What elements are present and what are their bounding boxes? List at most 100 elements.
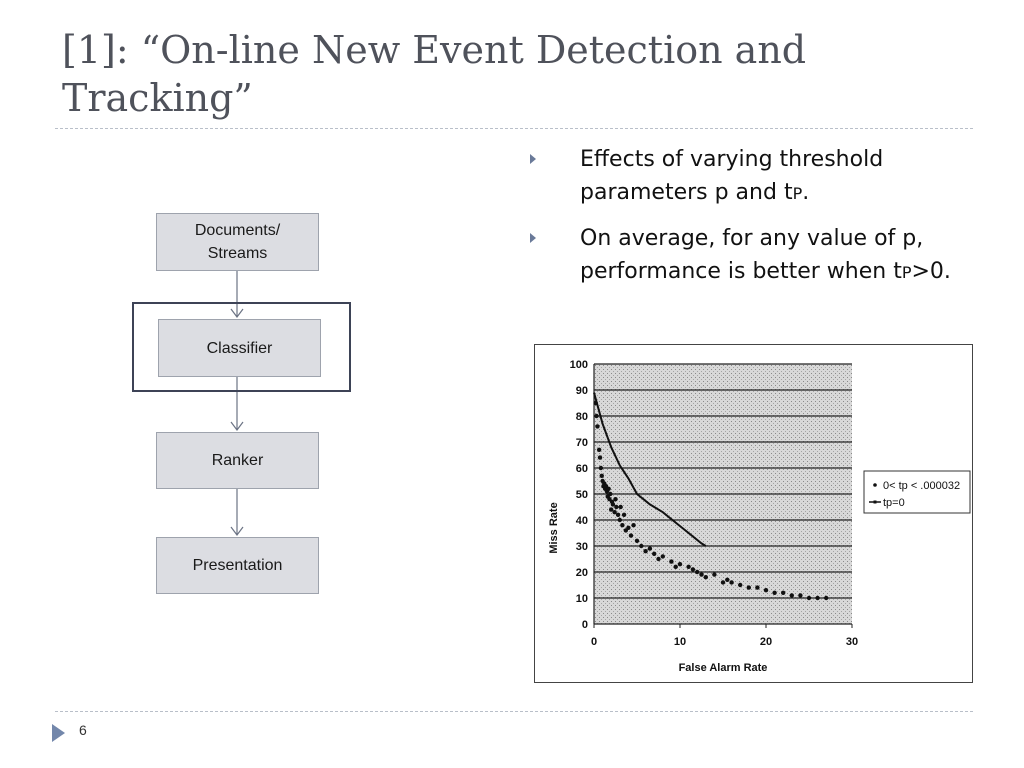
footer-divider xyxy=(55,711,973,712)
bullet-item: On average, for any value of p, performa… xyxy=(528,222,968,289)
chart-frame: 0 10 20 30 40 50 60 70 80 90 100 0 10 20 30 False Ala… xyxy=(534,344,973,683)
data-point xyxy=(660,554,665,559)
data-point xyxy=(690,567,696,572)
arrowhead-ranker xyxy=(230,421,244,431)
data-point xyxy=(631,523,636,528)
data-point xyxy=(673,564,678,569)
bullet-arrow-icon xyxy=(530,233,536,243)
page-number: 6 xyxy=(79,722,87,738)
data-point xyxy=(610,502,616,507)
x-tick-label: 20 xyxy=(760,636,772,648)
x-tick-label: 30 xyxy=(846,636,858,648)
x-tick-label: 0 xyxy=(591,636,597,648)
bullet-text: On average, for any value of p, performa… xyxy=(580,226,924,284)
bullet-subscript: P xyxy=(901,263,912,282)
data-point xyxy=(612,510,617,515)
data-point xyxy=(798,593,803,598)
data-point xyxy=(597,455,603,460)
data-point xyxy=(634,538,640,543)
miss-rate-chart: 0 10 20 30 40 50 60 70 80 90 100 0 10 20 30 False Ala… xyxy=(548,359,971,674)
y-tick-label: 100 xyxy=(570,359,588,371)
data-point xyxy=(596,447,602,452)
data-point xyxy=(593,400,598,406)
data-point xyxy=(599,473,604,478)
legend-dot-marker xyxy=(873,483,877,487)
y-tick-label: 50 xyxy=(576,489,588,501)
y-tick-label: 0 xyxy=(582,619,588,631)
data-point xyxy=(621,512,627,517)
slide-title-line1: [1]: “On-line New Event Detection and xyxy=(62,28,807,72)
flowchart-label-line1: Documents/ xyxy=(194,222,281,239)
flowchart-box-ranker: Ranker xyxy=(156,432,319,489)
data-point xyxy=(626,525,631,530)
flowchart-label-line2: Streams xyxy=(207,245,268,262)
data-point xyxy=(806,595,812,601)
bullet-item: Effects of varying threshold parameters … xyxy=(528,143,968,210)
data-point xyxy=(772,590,777,595)
data-point xyxy=(618,504,623,510)
legend-square-marker xyxy=(873,500,877,504)
data-point xyxy=(755,585,760,590)
data-point xyxy=(686,564,691,569)
data-point xyxy=(695,569,700,575)
x-tick-label: 10 xyxy=(674,636,686,648)
series-line-tp0 xyxy=(593,392,707,547)
bullet-arrow-icon xyxy=(530,154,536,164)
data-point xyxy=(620,523,625,528)
data-point xyxy=(781,590,786,595)
title-divider xyxy=(55,128,973,129)
arrowhead-presentation xyxy=(230,526,244,536)
legend: 0< tp < .000032 tp=0 xyxy=(863,470,971,514)
data-point xyxy=(656,556,661,562)
data-point xyxy=(617,517,622,523)
data-point xyxy=(729,580,734,585)
y-axis-label: Miss Rate xyxy=(548,502,560,553)
arrowhead-classifier xyxy=(230,308,244,318)
data-point xyxy=(824,595,829,601)
x-axis-label: False Alarm Rate xyxy=(679,662,768,674)
data-point xyxy=(643,549,648,554)
data-point xyxy=(609,507,614,512)
flowchart-label: Presentation xyxy=(192,557,283,574)
data-point xyxy=(614,504,619,510)
data-point xyxy=(720,580,726,585)
y-tick-label: 90 xyxy=(576,385,588,397)
y-tick-label: 40 xyxy=(576,515,588,527)
bullet-text: Effects of varying threshold parameters … xyxy=(580,147,884,205)
bullet-subscript: P xyxy=(792,184,803,203)
data-point xyxy=(815,595,820,601)
data-point xyxy=(789,593,794,598)
slide-title-line2: Tracking” xyxy=(62,76,253,120)
data-point xyxy=(699,572,704,577)
y-tick-label: 80 xyxy=(576,411,588,423)
data-point xyxy=(738,582,743,588)
data-point xyxy=(639,543,644,549)
data-point xyxy=(669,559,674,564)
y-tick-label: 60 xyxy=(576,463,588,475)
data-point xyxy=(594,413,599,419)
footer-arrow-icon xyxy=(52,724,65,742)
data-point xyxy=(677,562,683,567)
legend-box xyxy=(863,470,971,514)
classifier-highlight-frame xyxy=(132,302,351,392)
data-point xyxy=(615,512,621,517)
data-point xyxy=(613,497,618,502)
bullet-text-end: >0. xyxy=(911,259,951,284)
y-tick-label: 70 xyxy=(576,437,588,449)
flowchart-box-classifier: Classifier xyxy=(158,319,321,377)
data-point xyxy=(647,546,653,551)
flowchart-connectors xyxy=(230,271,244,536)
data-point xyxy=(652,551,657,556)
data-point xyxy=(598,465,604,471)
flowchart-label: Ranker xyxy=(211,452,264,469)
data-point xyxy=(763,588,769,593)
bullet-list: Effects of varying threshold parameters … xyxy=(528,143,968,301)
data-point xyxy=(595,424,600,429)
flowchart-box-documents-streams: Documents/ Streams xyxy=(156,213,319,271)
slide-title: [1]: “On-line New Event Detection and Tr… xyxy=(62,26,962,122)
bullet-text-end: . xyxy=(802,180,810,205)
y-tick-label: 20 xyxy=(576,567,588,579)
data-point xyxy=(712,572,717,577)
y-tick-label: 10 xyxy=(576,593,588,605)
data-point xyxy=(703,575,708,580)
